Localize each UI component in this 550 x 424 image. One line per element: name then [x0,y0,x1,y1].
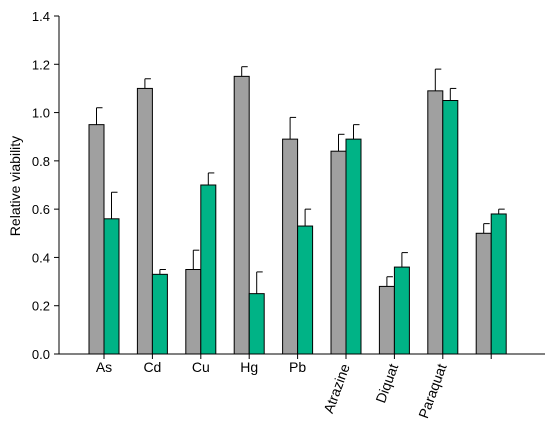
bar-green-1 [151,273,168,355]
y-axis-ticks: 0.0 0.2 0.4 0.6 0.8 1.0 1.2 1.4 [32,9,59,362]
bar-gray-2 [185,269,202,355]
x-axis-labels: As Cd Cu Hg Pb Atrazine Diquat Paraquat [96,354,492,420]
y-tick-label: 1.0 [32,106,50,121]
x-category-label: Pb [289,359,306,375]
y-tick-label: 0.0 [32,347,50,362]
bar-gray-0 [88,124,105,355]
bar-gray-5 [330,150,347,355]
bar-green-6 [393,266,410,355]
bar-green-0 [103,218,120,355]
y-tick-label: 0.2 [32,299,50,314]
y-tick-label: 1.4 [32,9,50,24]
bar-green-7 [442,100,459,355]
bar-green-8 [490,213,507,355]
bar-green-5 [345,138,362,355]
bars [88,75,507,355]
x-category-label: Cu [192,359,210,375]
bar-gray-6 [378,285,395,355]
y-tick-label: 0.4 [32,250,50,265]
x-category-label: As [96,359,112,375]
bar-gray-8 [475,232,492,355]
bar-green-2 [200,184,217,355]
y-tick-label: 0.6 [32,202,50,217]
error-bars [96,66,505,294]
bar-gray-1 [136,87,153,355]
x-category-label: Hg [240,359,258,375]
x-category-label: Atrazine [320,361,353,415]
x-category-label: Cd [143,359,161,375]
bar-green-4 [297,225,314,355]
x-category-label: Diquat [372,361,401,405]
bar-green-3 [248,293,265,355]
y-tick-label: 1.2 [32,57,50,72]
bar-gray-7 [427,90,444,355]
y-tick-label: 0.8 [32,154,50,169]
y-axis-title: Relative viability [7,136,23,236]
bar-gray-4 [282,138,299,355]
bar-gray-3 [233,75,250,355]
x-category-label: Paraquat [415,361,450,420]
